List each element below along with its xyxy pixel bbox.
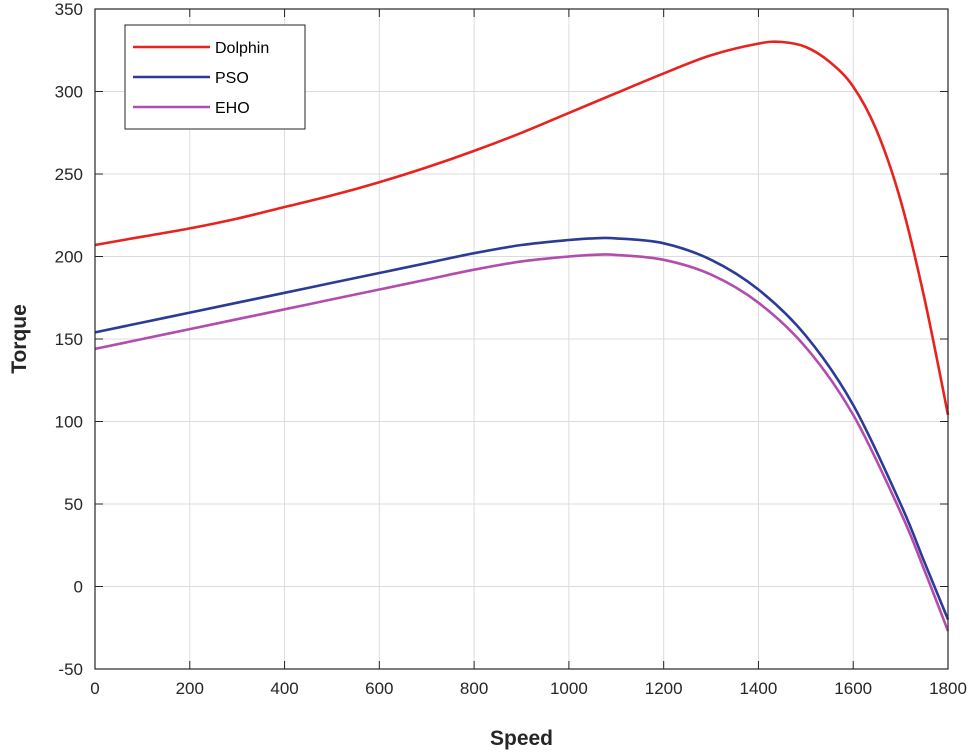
y-tick-label: 100 xyxy=(55,413,83,432)
tick-label-layer: 0 200 400 600 800 1000 1200 1400 1600 1800 -50 0 50 1… xyxy=(55,0,967,698)
series-line-pso xyxy=(94,236,950,620)
y-tick-label: 300 xyxy=(55,83,83,102)
series-line-dolphin xyxy=(94,40,950,416)
x-axis-title: Speed xyxy=(490,727,553,750)
y-tick-label: 150 xyxy=(55,330,83,349)
x-tick-label: 1200 xyxy=(645,679,683,698)
legend-label-pso: PSO xyxy=(215,70,249,87)
x-tick-label: 1000 xyxy=(550,679,588,698)
series-layer xyxy=(94,40,950,632)
y-axis-title: Torque xyxy=(8,304,31,374)
y-tick-label: 200 xyxy=(55,248,83,267)
y-tick-label: 50 xyxy=(64,495,83,514)
y-tick-label: 0 xyxy=(74,578,83,597)
x-tick-label: 600 xyxy=(365,679,393,698)
x-tick-label: 400 xyxy=(270,679,298,698)
tick-layer xyxy=(94,8,949,670)
y-tick-label: 250 xyxy=(55,165,83,184)
y-tick-label: 350 xyxy=(55,0,83,19)
x-tick-label: 1600 xyxy=(834,679,872,698)
x-tick-label: 1800 xyxy=(929,679,967,698)
x-tick-label: 0 xyxy=(90,679,99,698)
series-line-eho xyxy=(94,253,950,632)
x-tick-label: 1400 xyxy=(740,679,778,698)
y-tick-label: -50 xyxy=(58,660,83,679)
legend-label-eho: EHO xyxy=(215,100,250,117)
x-tick-label: 200 xyxy=(176,679,204,698)
legend-label-dolphin: Dolphin xyxy=(215,40,269,57)
x-tick-label: 800 xyxy=(460,679,488,698)
legend: Dolphin PSO EHO xyxy=(124,24,306,130)
